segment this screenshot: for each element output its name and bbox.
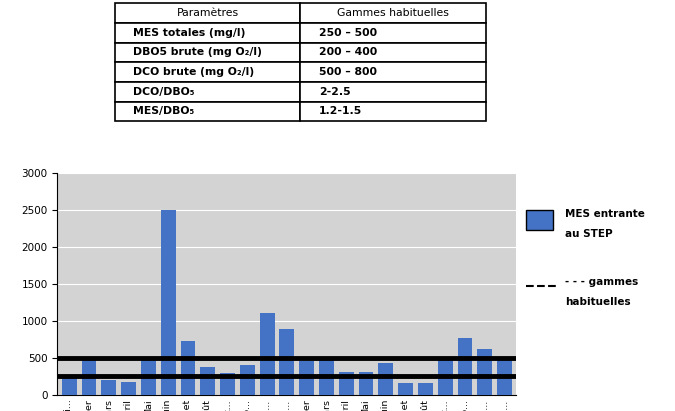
Bar (437, 358, 452, 395)
Bar (319, 358, 334, 395)
Text: MES entrante: MES entrante (565, 209, 645, 219)
Text: - - - gammes: - - - gammes (565, 277, 638, 286)
Bar (458, 338, 472, 395)
Bar (240, 365, 254, 395)
Bar (180, 341, 195, 395)
Bar (62, 378, 77, 395)
Bar (122, 381, 136, 395)
Bar (82, 359, 97, 395)
Bar (220, 374, 235, 395)
Bar (339, 372, 354, 395)
Bar (161, 210, 176, 395)
Bar (299, 361, 314, 395)
Bar (279, 329, 294, 395)
Bar (497, 358, 512, 395)
Bar (418, 383, 433, 395)
Bar (141, 359, 156, 395)
Bar (101, 380, 116, 395)
FancyBboxPatch shape (526, 210, 553, 230)
Bar (398, 383, 413, 395)
Bar (260, 313, 275, 395)
Bar (200, 367, 215, 395)
Text: habituelles: habituelles (565, 297, 630, 307)
Bar (379, 363, 394, 395)
Bar (358, 372, 373, 395)
Text: au STEP: au STEP (565, 229, 612, 239)
Bar (477, 349, 492, 395)
